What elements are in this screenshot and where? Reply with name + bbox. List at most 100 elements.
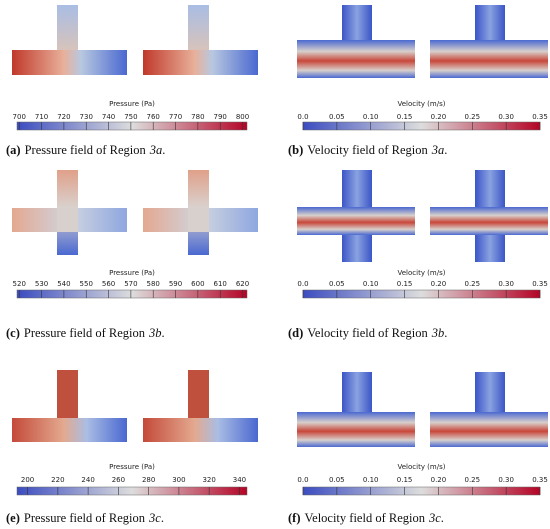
tick-label: 0.10 (363, 113, 379, 121)
tick-label: 0.35 (532, 113, 548, 121)
field (57, 5, 78, 50)
tick-label: 0.15 (397, 113, 413, 121)
tick-label: 0.20 (431, 113, 447, 121)
caption-label: (d) (288, 326, 304, 340)
field (475, 372, 505, 412)
tick-label: 0.0 (297, 280, 308, 288)
tick-label: 200 (21, 476, 34, 484)
field (12, 418, 127, 442)
tick-label: 790 (214, 113, 227, 121)
colorbar-title: Velocity (m/s) (398, 269, 446, 277)
caption-text: Pressure field of Region (23, 326, 146, 340)
tick-label: 0.30 (498, 113, 514, 121)
caption: (f) Velocity field of Region 3c. (288, 511, 444, 526)
field (143, 50, 258, 75)
caption-region: 3b (149, 326, 162, 340)
caption-end: . (444, 326, 448, 340)
caption-label: (b) (288, 143, 304, 157)
colorbar (16, 289, 248, 299)
caption-text: Velocity field of Region (307, 326, 428, 340)
caption: (a) Pressure field of Region 3a. (6, 143, 165, 158)
tick-label: 280 (142, 476, 155, 484)
caption-end: . (162, 143, 166, 157)
tick-label: 0.10 (363, 280, 379, 288)
tick-label: 320 (202, 476, 215, 484)
caption-text: Pressure field of Region (23, 511, 146, 525)
tick-label: 760 (147, 113, 160, 121)
caption-text: Velocity field of Region (307, 143, 428, 157)
tick-label: 0.20 (431, 476, 447, 484)
caption-label: (a) (6, 143, 21, 157)
field (430, 207, 548, 235)
caption-label: (f) (288, 511, 301, 525)
caption-text: Velocity field of Region (304, 511, 425, 525)
field (475, 5, 505, 40)
tick-label: 300 (172, 476, 185, 484)
tick-label: 800 (236, 113, 249, 121)
colorbar (302, 289, 541, 299)
tick-label: 700 (13, 113, 26, 121)
colorbar-title: Velocity (m/s) (398, 100, 446, 108)
tick-label: 750 (124, 113, 137, 121)
tick-label: 740 (102, 113, 115, 121)
tick-label: 0.0 (297, 113, 308, 121)
tick-label: 0.05 (329, 113, 345, 121)
tick-label: 0.30 (498, 280, 514, 288)
tick-label: 0.15 (397, 280, 413, 288)
colorbar (302, 121, 541, 131)
tick-label: 0.35 (532, 476, 548, 484)
caption-end: . (161, 326, 165, 340)
caption-region: 3b (431, 326, 445, 340)
caption: (c) Pressure field of Region 3b. (6, 326, 165, 341)
tick-label: 730 (80, 113, 93, 121)
field (57, 370, 78, 418)
tick-label: 540 (57, 280, 70, 288)
field (143, 418, 258, 442)
caption-text: Pressure field of Region (24, 143, 146, 157)
caption: (d) Velocity field of Region 3b. (288, 326, 447, 341)
caption-end: . (440, 511, 444, 525)
tick-label: 550 (80, 280, 93, 288)
caption: (e) Pressure field of Region 3c. (6, 511, 164, 526)
tick-label: 770 (169, 113, 182, 121)
tick-label: 0.25 (464, 280, 480, 288)
caption-end: . (444, 143, 448, 157)
tick-label: 580 (147, 280, 160, 288)
field (342, 372, 372, 412)
tick-label: 780 (191, 113, 204, 121)
tick-label: 0.10 (363, 476, 379, 484)
tick-label: 0.15 (397, 476, 413, 484)
caption-region: 3a (149, 143, 163, 157)
tick-label: 240 (81, 476, 94, 484)
colorbar-title: Pressure (Pa) (109, 463, 155, 471)
tick-label: 600 (191, 280, 204, 288)
tick-label: 340 (233, 476, 246, 484)
field (12, 50, 127, 75)
tick-label: 0.0 (297, 476, 308, 484)
field (188, 208, 209, 232)
tick-label: 710 (35, 113, 48, 121)
colorbar-title: Pressure (Pa) (109, 100, 155, 108)
caption: (b) Velocity field of Region 3a. (288, 143, 447, 158)
colorbar (16, 486, 248, 496)
colorbar (302, 486, 541, 496)
colorbar-title: Velocity (m/s) (398, 463, 446, 471)
tick-label: 620 (236, 280, 249, 288)
field (430, 412, 548, 447)
tick-label: 560 (102, 280, 115, 288)
field (297, 207, 415, 235)
field (342, 5, 372, 40)
tick-label: 520 (13, 280, 26, 288)
caption-region: 3c (428, 511, 441, 525)
tick-label: 260 (112, 476, 125, 484)
tick-label: 570 (124, 280, 137, 288)
caption-region: 3c (149, 511, 161, 525)
tick-label: 0.25 (464, 476, 480, 484)
caption-end: . (160, 511, 164, 525)
tick-label: 720 (57, 113, 70, 121)
tick-label: 0.30 (498, 476, 514, 484)
caption-region: 3a (431, 143, 445, 157)
tick-label: 610 (214, 280, 227, 288)
